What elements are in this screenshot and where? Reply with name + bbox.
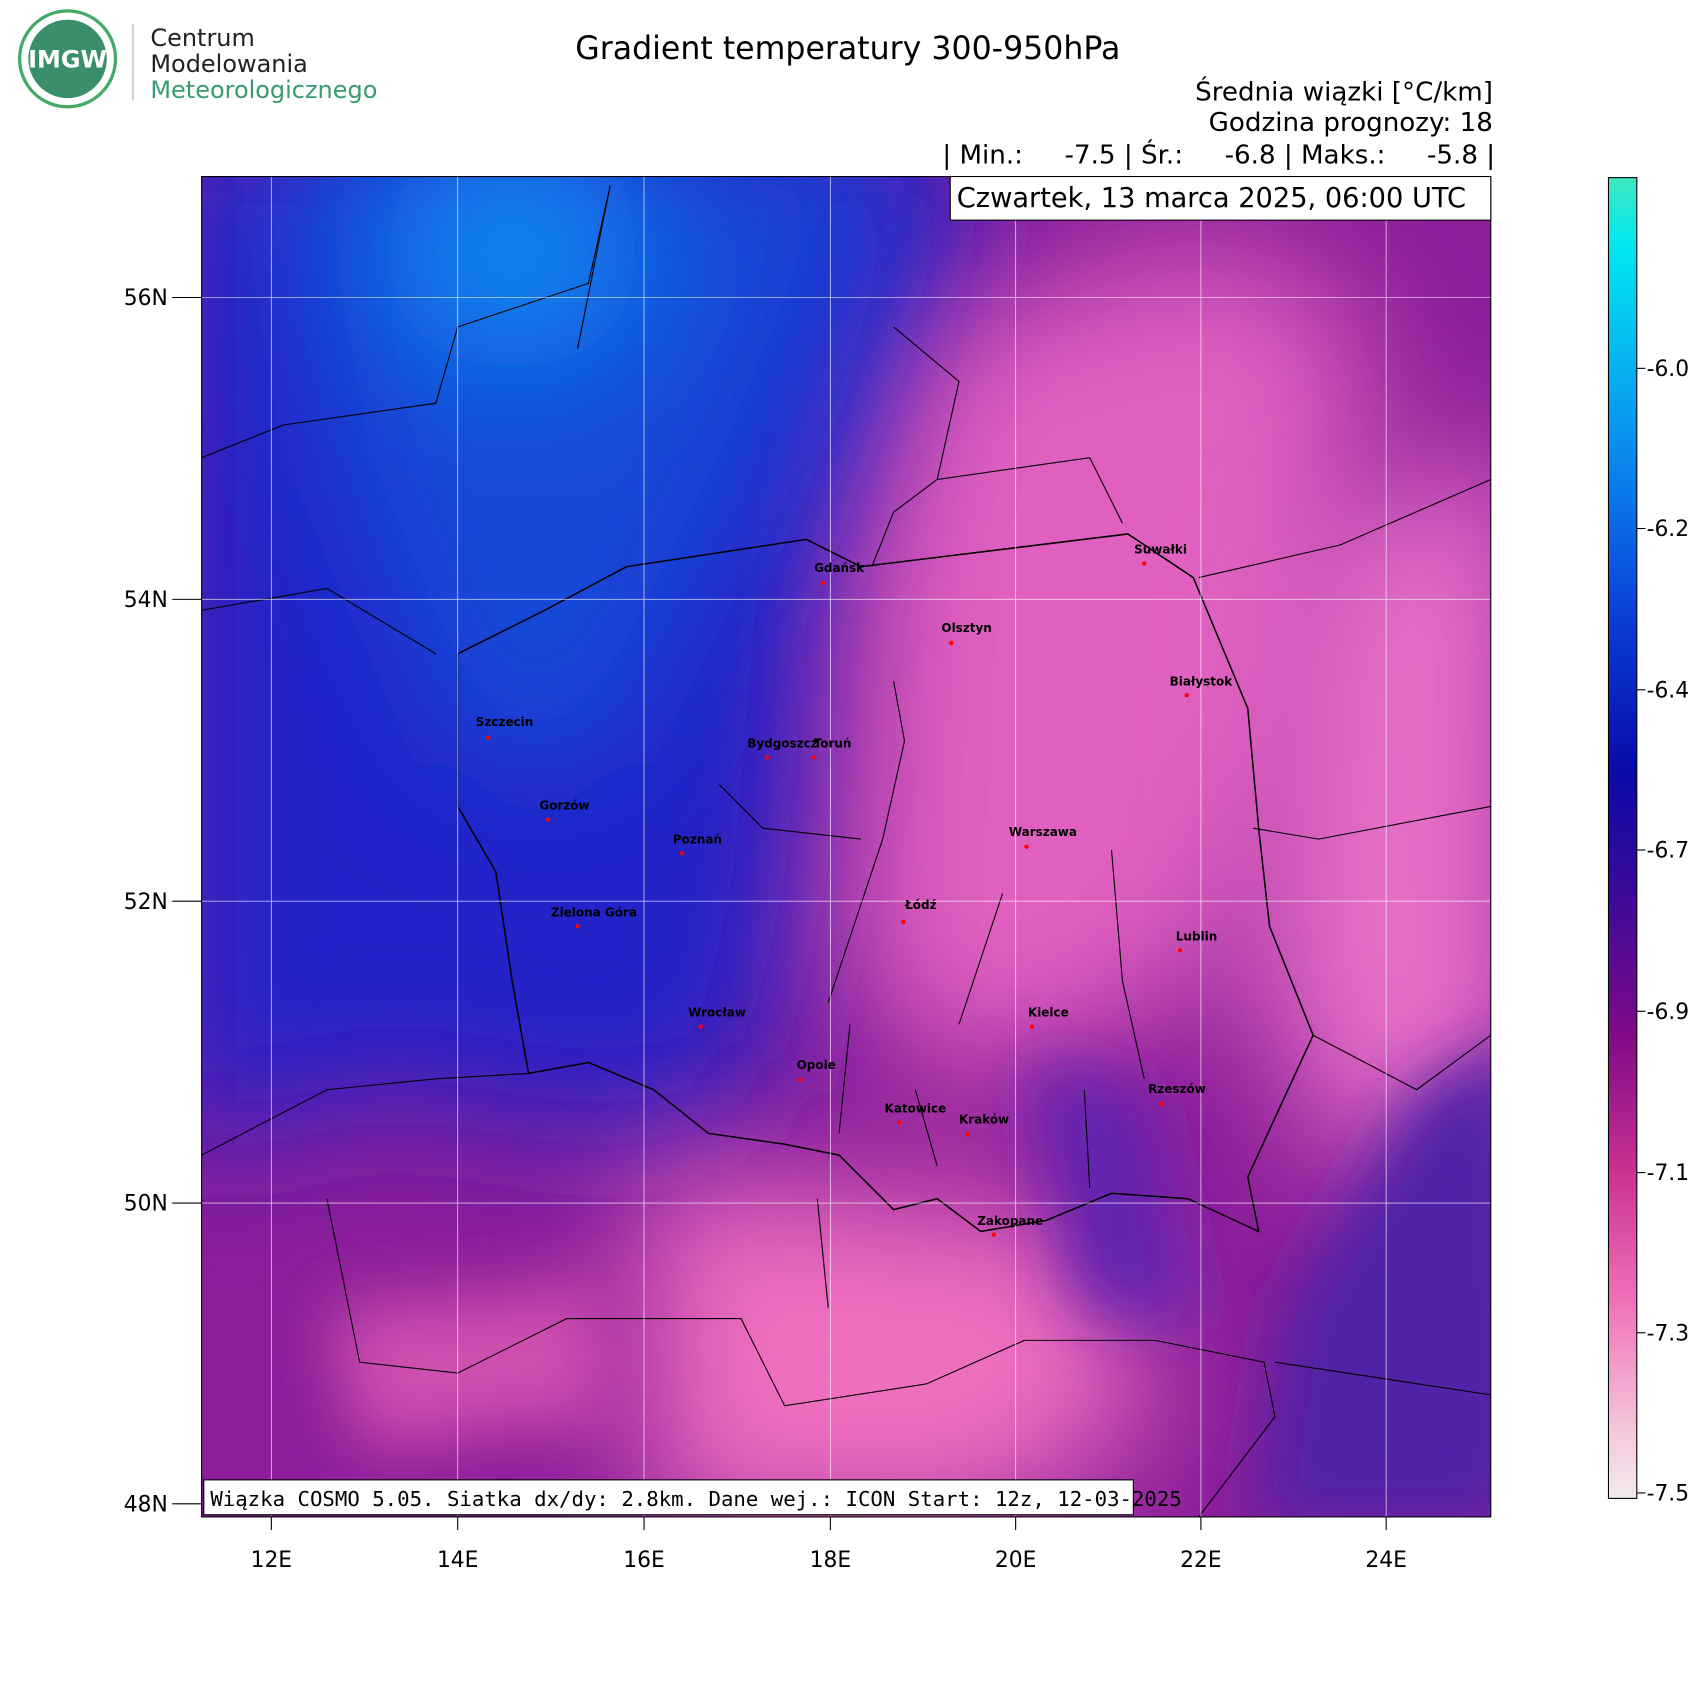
date-box: [949, 175, 1492, 221]
city-dot: [1178, 948, 1183, 953]
city-dot: [949, 640, 954, 646]
lon-label: 20E: [995, 1548, 1036, 1573]
city-dot: [680, 851, 685, 856]
colorbar-label: -6.2: [1647, 517, 1690, 542]
lat-label: 50N: [124, 1192, 168, 1217]
lat-label: 56N: [124, 286, 168, 311]
colorbar: [1607, 177, 1638, 1499]
colorbar-label: -6.4: [1647, 678, 1690, 703]
city-label: Kielce: [1028, 1006, 1069, 1020]
colorbar-label: -7.3: [1647, 1321, 1690, 1346]
lat-label: 54N: [124, 588, 168, 613]
footer-box: [203, 1479, 1134, 1516]
lat-label: 48N: [124, 1492, 168, 1517]
city-label: Toruń: [814, 737, 852, 751]
city-label: Lublin: [1176, 929, 1217, 943]
logo-badge: IMGW: [28, 46, 107, 74]
city-dot: [1159, 1101, 1164, 1107]
city-dot: [575, 924, 580, 929]
city-dot: [1142, 561, 1147, 566]
city-dot: [896, 1120, 902, 1125]
city-dot: [797, 1077, 803, 1083]
city-label: Łódź: [904, 898, 936, 912]
lon-label: 22E: [1180, 1548, 1221, 1573]
city-dot: [991, 1232, 997, 1237]
logo: IMGW Centrum Modelowania Meteorologiczne…: [17, 9, 377, 109]
unit: Średnia wiązki [°C/km]: [1195, 75, 1493, 107]
lon-label: 16E: [623, 1548, 664, 1573]
city-dot: [545, 817, 551, 822]
city-dot: [698, 1024, 703, 1029]
city-dot: [1024, 844, 1029, 849]
field: [201, 176, 1491, 1517]
lon-label: 12E: [251, 1548, 292, 1573]
city-label: Warszawa: [1009, 825, 1077, 839]
cities: Gdańsk Olsztyn Suwałki Białystok Szczecin Byd…: [476, 543, 1233, 1237]
city-label: Olsztyn: [941, 621, 991, 635]
city-label: Gorzów: [539, 799, 589, 813]
colorbar-label: -6.0: [1647, 357, 1690, 382]
city-dot: [811, 755, 817, 760]
colorbar-label: -7.5: [1647, 1482, 1690, 1507]
colorbar-label: -7.1: [1647, 1161, 1690, 1186]
axes: 12E 14E 16E 18E 20E 22E 24E 56N 54N 52N 50N 48N: [124, 286, 1407, 1573]
city-dot: [901, 919, 906, 925]
city-label: Wrocław: [688, 1006, 746, 1020]
logo-line: Modelowania: [150, 50, 307, 78]
colorbar-ticks: -6.0 -6.2 -6.4 -6.7 -6.9 -7.1 -7.3 -7.5: [1636, 357, 1690, 1507]
footer: Wiązka COSMO 5.05. Siatka dx/dy: 2.8km. …: [210, 1487, 1181, 1511]
city-label: Opole: [797, 1058, 836, 1072]
city-dot: [1029, 1024, 1035, 1029]
city-label: Katowice: [885, 1102, 947, 1116]
city-label: Bydgoszcz: [747, 737, 817, 751]
forecast-hour: Godzina prognozy: 18: [1209, 108, 1493, 138]
stats: | Min.: -7.5 | Śr.: -6.8 | Maks.: -5.8 |: [942, 138, 1495, 170]
city-dot: [965, 1132, 970, 1137]
city-dot: [820, 580, 825, 586]
city-dot: [765, 755, 770, 760]
lon-label: 14E: [437, 1548, 478, 1573]
date: Czwartek, 13 marca 2025, 06:00 UTC: [957, 183, 1466, 214]
city-dot: [1184, 693, 1189, 698]
city-label: Białystok: [1170, 674, 1234, 688]
city-label: Zakopane: [977, 1214, 1043, 1228]
city-label: Suwałki: [1134, 543, 1187, 557]
lon-label: 24E: [1365, 1548, 1406, 1573]
city-label: Rzeszów: [1148, 1082, 1206, 1096]
city-label: Zielona Góra: [551, 905, 637, 919]
title: Gradient temperatury 300-950hPa: [575, 31, 1120, 67]
logo-line: Centrum: [150, 24, 254, 52]
city-label: Gdańsk: [814, 561, 865, 575]
colorbar-label: -6.9: [1647, 1000, 1690, 1025]
lat-label: 52N: [124, 890, 168, 915]
lon-label: 18E: [810, 1548, 851, 1573]
city-label: Kraków: [959, 1113, 1009, 1127]
colorbar-label: -6.7: [1647, 839, 1690, 864]
logo-line: Meteorologicznego: [150, 76, 377, 104]
city-label: Poznań: [673, 832, 722, 846]
city-dot: [486, 735, 491, 740]
city-label: Szczecin: [476, 715, 533, 729]
